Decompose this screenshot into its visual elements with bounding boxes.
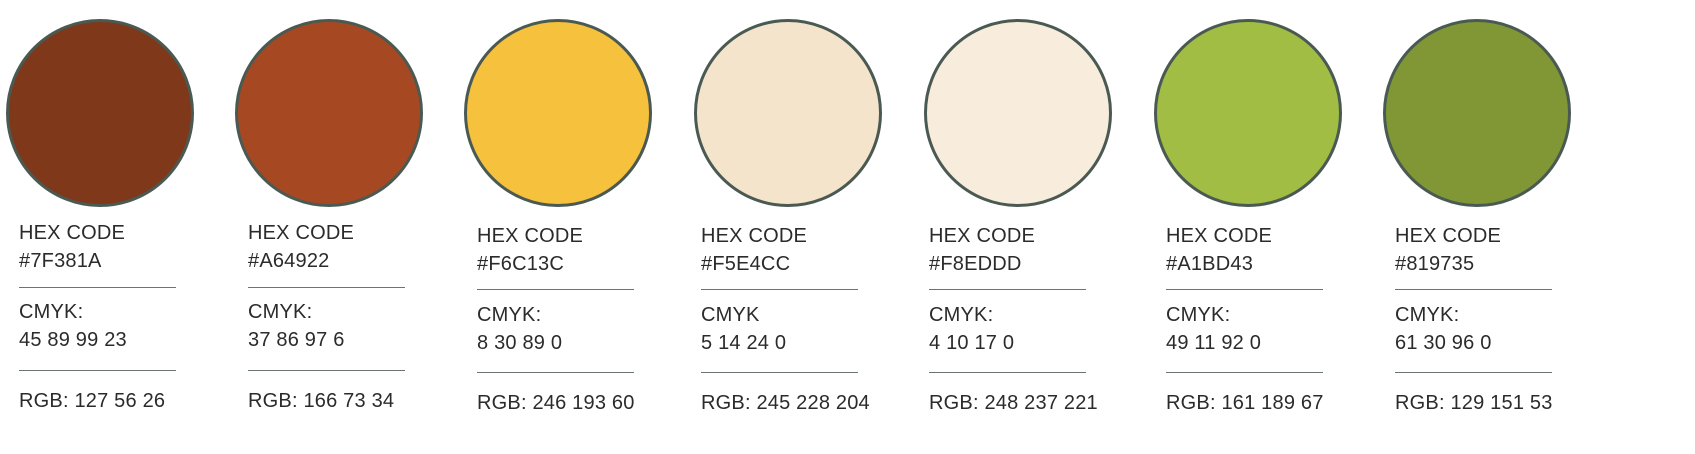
- swatch-lime: HEX CODE #A1BD43 CMYK: 49 11 92 0 RGB: 1…: [1154, 0, 1354, 454]
- cmyk-value: 37 86 97 6: [248, 329, 345, 351]
- cmyk-value: 61 30 96 0: [1395, 332, 1492, 354]
- rgb-value: RGB: 248 237 221: [929, 392, 1098, 414]
- swatch-olive: HEX CODE #819735 CMYK: 61 30 96 0 RGB: 1…: [1383, 0, 1583, 454]
- divider: [1166, 289, 1323, 290]
- rgb-value: RGB: 129 151 53: [1395, 392, 1553, 414]
- hex-heading: HEX CODE: [929, 225, 1036, 247]
- divider: [701, 289, 858, 290]
- color-circle: [464, 19, 652, 207]
- color-circle: [1383, 19, 1571, 207]
- cmyk-heading: CMYK:: [929, 304, 994, 326]
- cmyk-heading: CMYK: [701, 304, 760, 326]
- swatch-rust: HEX CODE #A64922 CMYK: 37 86 97 6 RGB: 1…: [235, 0, 435, 454]
- color-circle: [924, 19, 1112, 207]
- hex-heading: HEX CODE: [19, 222, 126, 244]
- color-circle: [6, 19, 194, 207]
- rgb-value: RGB: 166 73 34: [248, 390, 395, 412]
- rgb-value: RGB: 245 228 204: [701, 392, 870, 414]
- swatch-cream: HEX CODE #F5E4CC CMYK 5 14 24 0 RGB: 245…: [694, 0, 894, 454]
- color-circle: [1154, 19, 1342, 207]
- divider: [701, 372, 858, 373]
- hex-value: #A1BD43: [1166, 253, 1254, 275]
- rgb-value: RGB: 246 193 60: [477, 392, 635, 414]
- hex-value: #F6C13C: [477, 253, 564, 275]
- divider: [1166, 372, 1323, 373]
- rgb-value: RGB: 161 189 67: [1166, 392, 1324, 414]
- divider: [1395, 289, 1552, 290]
- divider: [19, 287, 176, 288]
- hex-value: #F8EDDD: [929, 253, 1022, 275]
- hex-value: #F5E4CC: [701, 253, 791, 275]
- cmyk-heading: CMYK:: [248, 301, 313, 323]
- hex-value: #819735: [1395, 253, 1475, 275]
- divider: [248, 370, 405, 371]
- hex-heading: HEX CODE: [1395, 225, 1502, 247]
- divider: [477, 372, 634, 373]
- cmyk-value: 4 10 17 0: [929, 332, 1015, 354]
- hex-heading: HEX CODE: [477, 225, 584, 247]
- divider: [1395, 372, 1552, 373]
- divider: [929, 372, 1086, 373]
- swatch-yellow: HEX CODE #F6C13C CMYK: 8 30 89 0 RGB: 24…: [464, 0, 664, 454]
- cmyk-value: 49 11 92 0: [1166, 332, 1262, 354]
- cmyk-heading: CMYK:: [1166, 304, 1231, 326]
- swatch-ivory: HEX CODE #F8EDDD CMYK: 4 10 17 0 RGB: 24…: [924, 0, 1124, 454]
- divider: [248, 287, 405, 288]
- color-circle: [694, 19, 882, 207]
- hex-heading: HEX CODE: [248, 222, 355, 244]
- cmyk-value: 8 30 89 0: [477, 332, 563, 354]
- hex-value: #A64922: [248, 250, 330, 272]
- hex-value: #7F381A: [19, 250, 102, 272]
- divider: [477, 289, 634, 290]
- hex-heading: HEX CODE: [1166, 225, 1273, 247]
- hex-heading: HEX CODE: [701, 225, 808, 247]
- cmyk-heading: CMYK:: [19, 301, 84, 323]
- color-circle: [235, 19, 423, 207]
- divider: [929, 289, 1086, 290]
- rgb-value: RGB: 127 56 26: [19, 390, 166, 412]
- cmyk-value: 5 14 24 0: [701, 332, 787, 354]
- swatch-brown: HEX CODE #7F381A CMYK: 45 89 99 23 RGB: …: [6, 0, 206, 454]
- cmyk-value: 45 89 99 23: [19, 329, 127, 351]
- divider: [19, 370, 176, 371]
- cmyk-heading: CMYK:: [477, 304, 542, 326]
- cmyk-heading: CMYK:: [1395, 304, 1460, 326]
